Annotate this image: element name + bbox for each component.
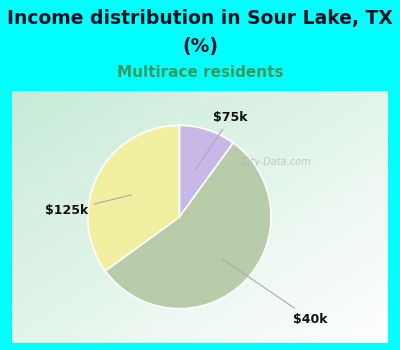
Text: $40k: $40k — [222, 259, 328, 326]
Text: $75k: $75k — [196, 111, 248, 169]
Wedge shape — [179, 125, 233, 217]
Text: $125k: $125k — [45, 195, 132, 217]
Text: Income distribution in Sour Lake, TX: Income distribution in Sour Lake, TX — [7, 9, 393, 28]
Text: City-Data.com: City-Data.com — [242, 156, 311, 167]
Text: Multirace residents: Multirace residents — [117, 65, 283, 80]
Wedge shape — [88, 125, 179, 271]
Wedge shape — [105, 143, 271, 309]
Text: (%): (%) — [182, 37, 218, 56]
